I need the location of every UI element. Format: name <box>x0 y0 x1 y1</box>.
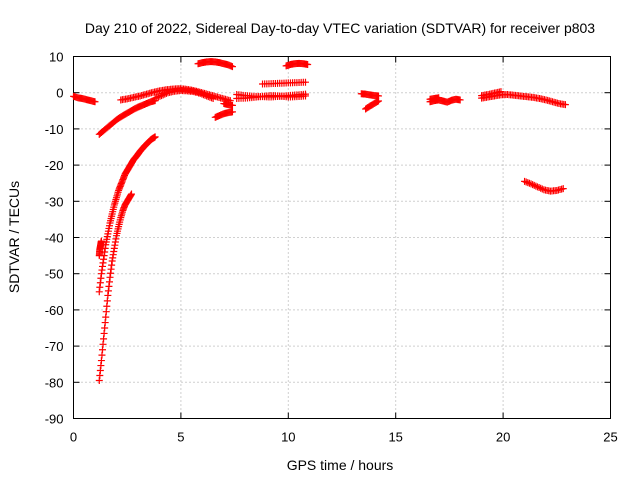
data-point <box>524 179 532 187</box>
data-series <box>362 97 383 113</box>
data-series <box>95 190 135 384</box>
y-tick-labels: -90 -80 -70 -60 -50 -40 -30 -20 -10 0 10 <box>45 50 64 427</box>
data-point <box>537 184 545 192</box>
y-tick-label: -70 <box>45 339 64 354</box>
data-point <box>533 183 541 191</box>
data-point <box>525 179 533 187</box>
data-point <box>209 94 217 102</box>
data-point <box>559 185 567 193</box>
data-point <box>373 98 381 106</box>
x-axis-label: GPS time / hours <box>287 457 394 473</box>
y-tick-label: -50 <box>45 267 64 282</box>
y-tick-label: -80 <box>45 375 64 390</box>
data-point <box>203 92 211 100</box>
data-point <box>158 92 166 100</box>
data-point <box>529 181 537 189</box>
data-series <box>233 92 309 102</box>
y-tick-label: -30 <box>45 194 64 209</box>
data-points <box>70 58 569 384</box>
data-point <box>162 89 170 97</box>
data-point <box>153 93 161 101</box>
data-point <box>532 182 540 190</box>
data-point <box>206 93 214 101</box>
data-point <box>161 90 169 98</box>
data-point <box>435 94 443 102</box>
data-series <box>95 237 105 260</box>
data-point <box>91 98 99 106</box>
x-tick-label: 25 <box>603 430 617 445</box>
data-point <box>522 178 530 186</box>
data-point <box>199 91 207 99</box>
data-series <box>478 88 505 100</box>
x-tick-label: 20 <box>496 430 510 445</box>
x-tick-label: 5 <box>177 430 184 445</box>
data-point <box>521 177 529 185</box>
data-point <box>97 237 105 245</box>
data-point <box>530 181 538 189</box>
data-series <box>151 87 217 102</box>
y-tick-label: -60 <box>45 303 64 318</box>
data-series <box>95 97 159 138</box>
y-tick-label: 0 <box>56 86 63 101</box>
data-point <box>456 96 464 104</box>
data-point <box>538 185 546 193</box>
data-point <box>228 101 236 109</box>
data-series <box>95 133 159 296</box>
data-series <box>194 58 236 71</box>
data-point <box>127 190 135 198</box>
y-axis-label: SDTVAR / TECUs <box>6 181 22 293</box>
y-tick-label: 10 <box>49 50 63 65</box>
data-point <box>201 91 209 99</box>
data-series <box>357 90 383 100</box>
data-point <box>159 91 167 99</box>
data-point <box>535 184 543 192</box>
data-series <box>220 100 236 109</box>
axis-ticks <box>73 56 611 419</box>
data-point <box>375 97 383 105</box>
y-tick-label: -10 <box>45 122 64 137</box>
data-point <box>156 92 164 100</box>
data-point <box>208 94 216 102</box>
data-point <box>198 90 206 98</box>
data-point <box>228 63 236 71</box>
x-tick-label: 15 <box>388 430 402 445</box>
y-tick-label: -40 <box>45 231 64 246</box>
data-series <box>426 94 443 103</box>
data-point <box>561 101 569 109</box>
x-tick-label: 0 <box>70 430 77 445</box>
x-tick-labels: 0 5 10 15 20 25 <box>70 430 618 445</box>
data-series <box>521 177 567 195</box>
data-point <box>301 78 309 86</box>
data-point <box>527 180 535 188</box>
data-point <box>154 93 162 101</box>
data-series <box>211 108 236 121</box>
chart-title: Day 210 of 2022, Sidereal Day-to-day VTE… <box>85 20 595 36</box>
data-series <box>282 59 312 70</box>
y-tick-label: -90 <box>45 412 64 427</box>
data-point <box>204 93 212 101</box>
data-point <box>497 88 505 96</box>
data-point <box>151 94 159 102</box>
data-point <box>301 92 309 100</box>
grid-lines <box>73 56 611 419</box>
data-point <box>304 60 312 68</box>
x-tick-label: 10 <box>281 430 295 445</box>
data-point <box>228 108 236 116</box>
data-series <box>259 78 309 88</box>
y-tick-label: -20 <box>45 158 64 173</box>
data-point <box>196 89 204 97</box>
data-series <box>70 92 99 106</box>
data-point <box>151 133 159 141</box>
